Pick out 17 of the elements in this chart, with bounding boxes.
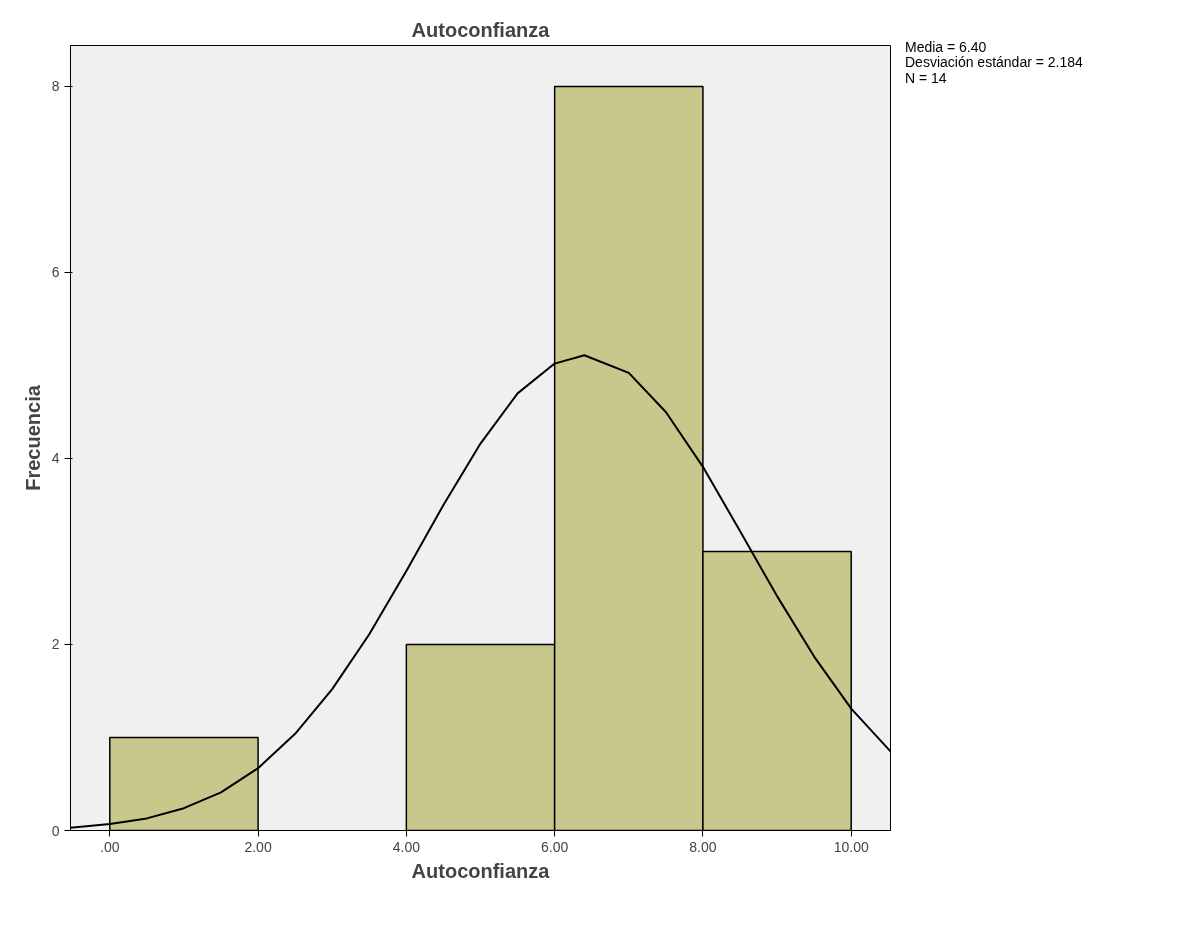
y-tick-label: 0 bbox=[51, 822, 60, 839]
chart-title: Autoconfianza bbox=[411, 18, 551, 41]
x-tick-label: 2.00 bbox=[244, 838, 272, 855]
x-tick-label: 8.00 bbox=[689, 838, 717, 855]
y-axis-title: Frecuencia bbox=[21, 384, 44, 491]
y-tick-label: 4 bbox=[51, 450, 60, 467]
x-axis-title: Autoconfianza bbox=[411, 859, 551, 882]
x-tick-label: 10.00 bbox=[833, 838, 869, 855]
text: N = 14 bbox=[905, 69, 947, 86]
x-tick-label: 6.00 bbox=[541, 838, 569, 855]
text: Media = 6.40 bbox=[905, 39, 987, 55]
x-tick-label: .00 bbox=[100, 838, 120, 855]
y-tick-label: 2 bbox=[51, 636, 60, 653]
y-tick-label: 8 bbox=[51, 78, 60, 95]
y-tick-label: 6 bbox=[51, 264, 60, 281]
x-tick-label: 4.00 bbox=[392, 838, 421, 855]
text: Desviación estándar = 2.184 bbox=[905, 54, 1083, 71]
